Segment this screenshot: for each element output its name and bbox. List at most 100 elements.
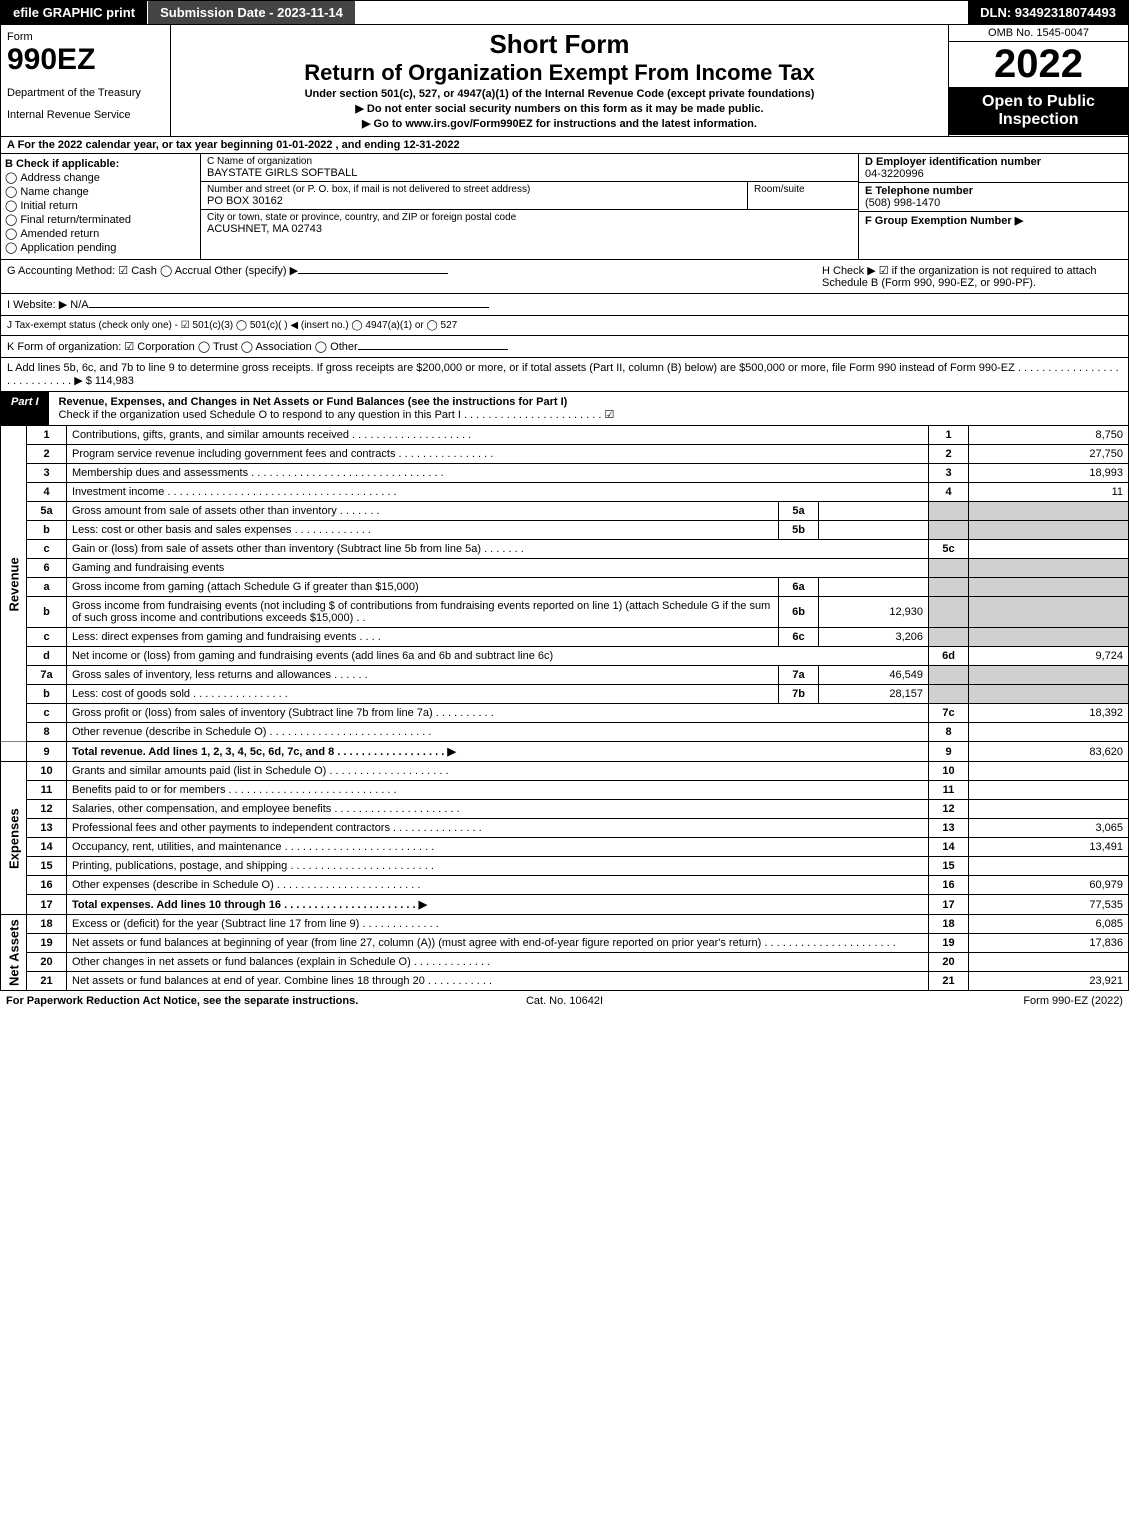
efile-print-button[interactable]: efile GRAPHIC print: [1, 1, 148, 24]
chk-initial-return[interactable]: Initial return: [5, 199, 196, 212]
c-address-row: Number and street (or P. O. box, if mail…: [201, 182, 858, 210]
ln-2-val: 27,750: [969, 445, 1129, 464]
ln-4-rn: 4: [929, 483, 969, 502]
k-text: K Form of organization: ☑ Corporation ◯ …: [7, 341, 358, 353]
ln-13-desc: Professional fees and other payments to …: [67, 819, 929, 838]
ln-20-rn: 20: [929, 953, 969, 972]
line-k-form-org: K Form of organization: ☑ Corporation ◯ …: [0, 336, 1129, 358]
chk-name-change[interactable]: Name change: [5, 185, 196, 198]
ln-9-rn: 9: [929, 742, 969, 762]
ln-7b-rv-shade: [969, 685, 1129, 704]
ln-5a-sn: 5a: [779, 502, 819, 521]
ln-12-val: [969, 800, 1129, 819]
ln-20-no: 20: [27, 953, 67, 972]
ln-6-rn-shade: [929, 559, 969, 578]
line-j-tax-exempt: J Tax-exempt status (check only one) - ☑…: [0, 316, 1129, 336]
k-blank[interactable]: [358, 349, 508, 350]
ln-7a-sn: 7a: [779, 666, 819, 685]
c-org-name: BAYSTATE GIRLS SOFTBALL: [207, 167, 852, 179]
i-blank[interactable]: [89, 307, 489, 308]
ln-6c-no: c: [27, 628, 67, 647]
section-b: B Check if applicable: Address change Na…: [1, 154, 201, 259]
ln-5b-no: b: [27, 521, 67, 540]
ln-3-rn: 3: [929, 464, 969, 483]
header-right: OMB No. 1545-0047 2022 Open to Public In…: [948, 25, 1128, 136]
chk-final-return[interactable]: Final return/terminated: [5, 213, 196, 226]
ln-6b-sv: 12,930: [819, 597, 929, 628]
ln-4-desc: Investment income . . . . . . . . . . . …: [67, 483, 929, 502]
ln-6c-sn: 6c: [779, 628, 819, 647]
revenue-side-gap: [1, 742, 27, 762]
ln-18-desc: Excess or (deficit) for the year (Subtra…: [67, 915, 929, 934]
ln-5a-rv-shade: [969, 502, 1129, 521]
ln-6a-rv-shade: [969, 578, 1129, 597]
ln-8-desc: Other revenue (describe in Schedule O) .…: [67, 723, 929, 742]
part-1-title-text: Revenue, Expenses, and Changes in Net As…: [59, 396, 568, 408]
footer-right: Form 990-EZ (2022): [751, 995, 1123, 1007]
ln-7b-sn: 7b: [779, 685, 819, 704]
return-title: Return of Organization Exempt From Incom…: [177, 60, 942, 86]
f-label: F Group Exemption Number ▶: [865, 215, 1023, 227]
c-org-name-cell: C Name of organization BAYSTATE GIRLS SO…: [201, 154, 858, 182]
ln-10-no: 10: [27, 762, 67, 781]
top-bar: efile GRAPHIC print Submission Date - 20…: [0, 0, 1129, 25]
ln-7c-rn: 7c: [929, 704, 969, 723]
ln-6c-rv-shade: [969, 628, 1129, 647]
ln-5b-rn-shade: [929, 521, 969, 540]
ln-7b-sv: 28,157: [819, 685, 929, 704]
ln-9-no: 9: [27, 742, 67, 762]
ln-13-no: 13: [27, 819, 67, 838]
c-address-cell: Number and street (or P. O. box, if mail…: [201, 182, 748, 209]
ln-11-no: 11: [27, 781, 67, 800]
ln-2-no: 2: [27, 445, 67, 464]
d-ein-cell: D Employer identification number 04-3220…: [859, 154, 1128, 183]
c-room-label: Room/suite: [748, 182, 858, 209]
ln-13-rn: 13: [929, 819, 969, 838]
header-center: Short Form Return of Organization Exempt…: [171, 25, 948, 136]
ln-7a-sv: 46,549: [819, 666, 929, 685]
line-l-gross-receipts: L Add lines 5b, 6c, and 7b to line 9 to …: [0, 358, 1129, 392]
ln-14-desc: Occupancy, rent, utilities, and maintena…: [67, 838, 929, 857]
ln-6a-sv: [819, 578, 929, 597]
ln-5a-no: 5a: [27, 502, 67, 521]
ln-2-rn: 2: [929, 445, 969, 464]
header-left: Form 990EZ Department of the Treasury In…: [1, 25, 171, 136]
ln-19-rn: 19: [929, 934, 969, 953]
ln-6-no: 6: [27, 559, 67, 578]
chk-address-change[interactable]: Address change: [5, 171, 196, 184]
dln-label: DLN: 93492318074493: [968, 1, 1128, 24]
row-gh: G Accounting Method: ☑ Cash ◯ Accrual Ot…: [0, 260, 1129, 294]
chk-amended-return[interactable]: Amended return: [5, 227, 196, 240]
ln-1-desc: Contributions, gifts, grants, and simila…: [67, 426, 929, 445]
ln-13-val: 3,065: [969, 819, 1129, 838]
ln-6d-rn: 6d: [929, 647, 969, 666]
ln-5c-rn: 5c: [929, 540, 969, 559]
form-word: Form: [7, 31, 164, 43]
ln-16-rn: 16: [929, 876, 969, 895]
ln-17-text: Total expenses. Add lines 10 through 16 …: [72, 899, 427, 911]
ln-7b-desc: Less: cost of goods sold . . . . . . . .…: [67, 685, 779, 704]
ln-21-no: 21: [27, 972, 67, 991]
ln-16-desc: Other expenses (describe in Schedule O) …: [67, 876, 929, 895]
ln-14-rn: 14: [929, 838, 969, 857]
g-blank[interactable]: [298, 273, 448, 274]
e-phone: (508) 998-1470: [865, 197, 940, 209]
ln-6c-sv: 3,206: [819, 628, 929, 647]
subtitle-link[interactable]: ▶ Go to www.irs.gov/Form990EZ for instru…: [177, 117, 942, 130]
ln-18-val: 6,085: [969, 915, 1129, 934]
ln-5b-sn: 5b: [779, 521, 819, 540]
ln-6b-rv-shade: [969, 597, 1129, 628]
ln-20-val: [969, 953, 1129, 972]
ln-19-val: 17,836: [969, 934, 1129, 953]
irs-label: Internal Revenue Service: [7, 109, 164, 121]
chk-application-pending[interactable]: Application pending: [5, 241, 196, 254]
ln-3-val: 18,993: [969, 464, 1129, 483]
c-name-label: C Name of organization: [207, 156, 852, 167]
part-1-table: Revenue 1 Contributions, gifts, grants, …: [0, 426, 1129, 991]
ln-5a-rn-shade: [929, 502, 969, 521]
line-i-website: I Website: ▶ N/A: [0, 294, 1129, 316]
ln-2-desc: Program service revenue including govern…: [67, 445, 929, 464]
ln-8-val: [969, 723, 1129, 742]
ln-18-rn: 18: [929, 915, 969, 934]
ln-17-desc: Total expenses. Add lines 10 through 16 …: [67, 895, 929, 915]
